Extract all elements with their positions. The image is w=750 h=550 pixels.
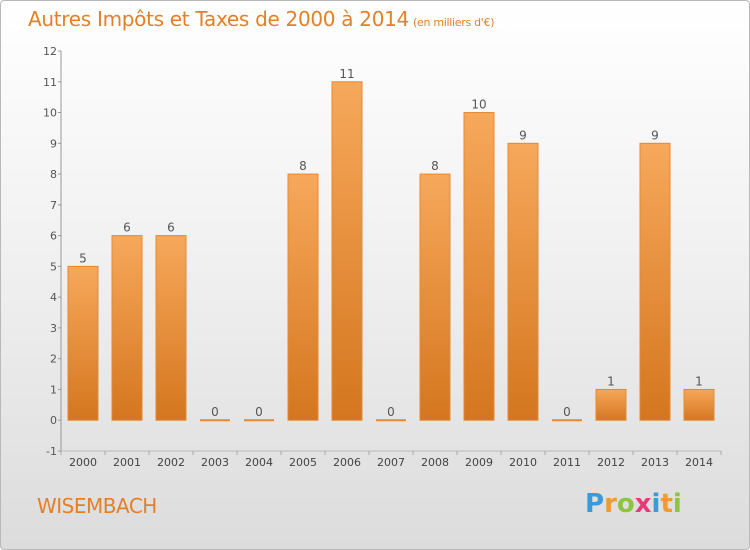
- y-tick-label: 6: [50, 230, 57, 243]
- x-tick-label: 2003: [201, 456, 229, 469]
- y-tick-label: 9: [50, 137, 57, 150]
- y-tick-label: 1: [50, 383, 57, 396]
- bar: [331, 81, 363, 421]
- bar: [683, 388, 715, 421]
- y-tick-label: 5: [50, 260, 57, 273]
- bar-value-label: 0: [255, 405, 263, 419]
- proxiti-logo[interactable]: Proxiti: [585, 489, 682, 519]
- y-tick-label: 7: [50, 199, 57, 212]
- x-tick-label: 2004: [245, 456, 273, 469]
- y-tick-label: 8: [50, 168, 57, 181]
- bar-value-label: 11: [339, 67, 354, 81]
- x-tick-label: 2001: [113, 456, 141, 469]
- x-tick-label: 2007: [377, 456, 405, 469]
- bar: [419, 173, 451, 421]
- x-tick-label: 2006: [333, 456, 361, 469]
- logo-letter: o: [616, 489, 635, 519]
- y-tick-label: 11: [43, 76, 57, 89]
- x-tick-label: 2011: [553, 456, 581, 469]
- logo-letter: r: [604, 489, 617, 519]
- logo-letter: P: [585, 489, 605, 519]
- y-tick-label: -1: [46, 445, 57, 458]
- bar: [507, 142, 539, 421]
- x-tick-label: 2002: [157, 456, 185, 469]
- bar-value-label: 9: [519, 128, 527, 142]
- logo-letter: i: [672, 489, 682, 519]
- chart-title-unit: (en milliers d'€): [413, 16, 495, 29]
- bar-value-label: 0: [211, 405, 219, 419]
- chart-bars: 5 6 6 0 0 8 11 0 8 10 9 0 1 9 1: [67, 67, 715, 422]
- x-tick-label: 2009: [465, 456, 493, 469]
- bar-value-label: 5: [79, 251, 87, 265]
- bar-value-label: 6: [123, 221, 131, 235]
- bar-value-label: 8: [299, 159, 307, 173]
- bar: [111, 235, 143, 421]
- bar: [155, 235, 187, 421]
- bar-value-label: 9: [651, 128, 659, 142]
- bar: [67, 265, 99, 421]
- y-tick-label: 0: [50, 414, 57, 427]
- y-tick-label: 10: [43, 107, 57, 120]
- chart-title-main: Autres Impôts et Taxes de 2000 à 2014: [28, 7, 409, 31]
- bar-value-label: 1: [695, 374, 703, 388]
- x-tick-label: 2005: [289, 456, 317, 469]
- commune-name: WISEMBACH: [37, 494, 157, 518]
- bar: [287, 173, 319, 421]
- x-tick-label: 2010: [509, 456, 537, 469]
- logo-letter: x: [634, 489, 652, 519]
- chart-title: Autres Impôts et Taxes de 2000 à 2014 (en…: [28, 7, 494, 31]
- bar-value-label: 10: [471, 98, 486, 112]
- y-tick-label: 3: [50, 322, 57, 335]
- bar-value-label: 0: [563, 405, 571, 419]
- bar-value-label: 6: [167, 221, 175, 235]
- logo-letter: t: [660, 489, 673, 519]
- x-tick-label: 2014: [685, 456, 713, 469]
- bar-value-label: 1: [607, 374, 615, 388]
- logo-letter: i: [651, 489, 661, 519]
- bar-value-label: 8: [431, 159, 439, 173]
- x-tick-label: 2012: [597, 456, 625, 469]
- y-tick-label: 2: [50, 353, 57, 366]
- bar: [639, 142, 671, 421]
- bar: [463, 112, 495, 421]
- x-tick-label: 2000: [69, 456, 97, 469]
- y-tick-label: 12: [43, 45, 57, 58]
- x-tick-label: 2013: [641, 456, 669, 469]
- x-tick-label: 2008: [421, 456, 449, 469]
- bar-value-label: 0: [387, 405, 395, 419]
- bar: [595, 388, 627, 421]
- y-tick-label: 4: [50, 291, 57, 304]
